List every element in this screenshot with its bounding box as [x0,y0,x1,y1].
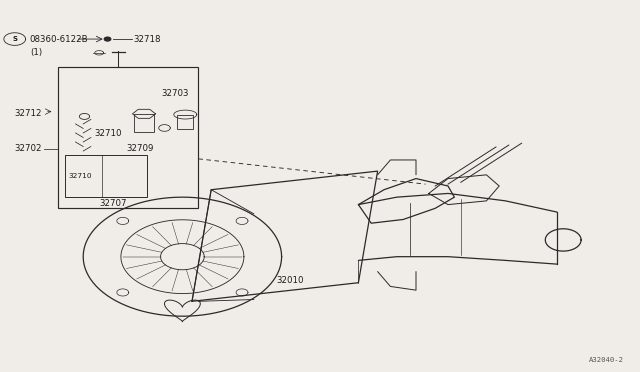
Text: 32710: 32710 [95,129,122,138]
Bar [58,67,198,208]
Polygon shape [104,37,111,41]
Text: 32707: 32707 [99,199,127,208]
Text: A32040-2: A32040-2 [589,357,624,363]
Text: 32710: 32710 [68,173,92,179]
Text: 32718: 32718 [133,35,161,44]
Bar [65,155,147,197]
Text: S: S [12,36,17,42]
Bar [177,115,193,129]
Text: 32709: 32709 [127,144,154,153]
Text: 08360-6122B: 08360-6122B [29,35,88,44]
Text: 32703: 32703 [161,89,189,98]
Text: 32702: 32702 [14,144,42,153]
Text: (1): (1) [31,48,43,57]
Text: 32712: 32712 [14,109,42,118]
Bar [134,114,154,132]
Text: 32010: 32010 [276,276,304,285]
